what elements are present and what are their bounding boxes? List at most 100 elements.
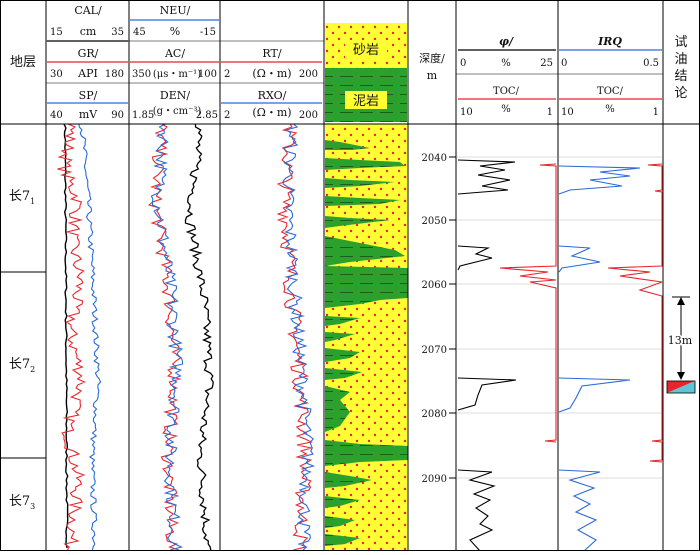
zone-chang7-3: 长73 xyxy=(9,494,35,511)
ac-min: 350 xyxy=(132,69,151,80)
depth-tick-label: 2060 xyxy=(422,280,447,291)
mudstone-interval xyxy=(325,216,390,228)
phi-unit: % xyxy=(501,58,511,69)
mudstone-interval xyxy=(325,158,405,170)
track3-header: RT/ 2 (Ω・m) 200 RXO/ 2 (Ω・m) 200 xyxy=(221,47,322,121)
toc-curve-phi-track xyxy=(499,163,557,443)
mudstone-interval xyxy=(325,440,408,466)
mudstone-interval xyxy=(325,496,360,508)
depth-tick-label: 2070 xyxy=(422,345,447,356)
toc2-curve-label: TOC/ xyxy=(597,86,624,97)
arrow-up-icon xyxy=(677,297,685,305)
stratum-header: 地层 xyxy=(10,55,36,70)
sp-curve-label: SP/ xyxy=(79,89,98,102)
ac-curve-label: AC/ xyxy=(164,47,185,60)
toc-curve-irq-track xyxy=(607,163,663,463)
rt-curve xyxy=(276,124,313,551)
cal-curve-label: CAL/ xyxy=(74,4,102,17)
depth-tick-label: 2040 xyxy=(422,153,447,164)
rxo-min: 2 xyxy=(224,110,230,121)
cal-min: 15 xyxy=(50,27,63,38)
irq-curve-label: IRQ xyxy=(597,35,622,48)
mudstone-interval xyxy=(325,332,355,342)
rt-unit: (Ω・m) xyxy=(252,67,291,80)
depth-tick-label: 2050 xyxy=(422,216,447,227)
arrow-down-icon xyxy=(677,372,685,380)
depth-tick-label: 2090 xyxy=(422,474,447,485)
toc1-curve-label: TOC/ xyxy=(493,86,520,97)
water-layer-marker-icon xyxy=(667,381,695,393)
mudstone-legend-label: 泥岩 xyxy=(353,94,379,109)
toc1-unit: % xyxy=(501,104,511,115)
zone-chang7-2: 长72 xyxy=(9,357,35,374)
mudstone-interval xyxy=(325,348,360,362)
zone-chang7-1: 长71 xyxy=(9,189,35,206)
toc2-max: 1 xyxy=(653,107,659,118)
rt-max: 200 xyxy=(299,69,318,80)
rxo-unit: (Ω・m) xyxy=(252,106,291,119)
test-conclusion-header: 试 油 结 论 xyxy=(674,35,687,101)
phi-max: 25 xyxy=(540,58,553,69)
sp-unit: mV xyxy=(79,108,98,121)
neu-curve xyxy=(150,124,184,551)
irq-max: 0.5 xyxy=(643,58,659,69)
mudstone-interval xyxy=(325,472,372,488)
mudstone-interval xyxy=(325,140,370,150)
toc1-min: 10 xyxy=(460,107,473,118)
depth-unit: m xyxy=(427,69,438,82)
mudstone-interval xyxy=(325,236,405,266)
lithology-column xyxy=(325,124,408,551)
rxo-max: 200 xyxy=(299,110,318,121)
rt-min: 2 xyxy=(224,69,230,80)
cal-unit: cm xyxy=(80,25,97,38)
mudstone-interval xyxy=(325,196,400,206)
phi-curve-bottom xyxy=(457,469,496,551)
depth-tick-label: 2080 xyxy=(422,409,447,420)
mudstone-interval xyxy=(325,386,350,432)
irq-min: 0 xyxy=(561,58,567,69)
den-unit: (g・cm⁻³) xyxy=(153,106,202,117)
mudstone-interval xyxy=(325,266,408,308)
log-curves xyxy=(57,124,663,551)
lithology-mudstone-shapes xyxy=(325,140,408,546)
ac-unit: (μs・m⁻¹) xyxy=(153,69,201,80)
den-max: 2.85 xyxy=(196,110,218,121)
toc2-min: 10 xyxy=(561,107,574,118)
irq-curve-lower xyxy=(558,377,631,413)
test-header-char-4: 论 xyxy=(674,86,687,101)
test-interval: 13m xyxy=(666,296,696,394)
mudstone-interval xyxy=(325,316,360,326)
header: 地层 CAL/ 15 cm 35 GR/ 30 API 180 SP/ 40 m… xyxy=(10,4,688,122)
test-interval-length: 13m xyxy=(668,334,693,347)
mudstone-interval xyxy=(325,534,360,546)
test-header-char-1: 试 xyxy=(674,35,687,50)
gr-min: 30 xyxy=(50,69,63,80)
lithology-legend: 砂岩 泥岩 xyxy=(325,23,407,122)
track2-header: NEU/ 45 % -15 AC/ 350 (μs・m⁻¹) 100 DEN/ … xyxy=(130,4,219,121)
sp-max: 90 xyxy=(111,110,124,121)
mudstone-interval xyxy=(325,368,362,380)
phi-curve-upper xyxy=(457,159,516,195)
cal-curve xyxy=(63,124,69,549)
rxo-curve-label: RXO/ xyxy=(258,89,287,102)
test-header-char-3: 结 xyxy=(674,69,687,84)
neu-max: -15 xyxy=(200,27,216,38)
depth-column: 2040 2050 2060 2070 2080 2090 xyxy=(422,153,662,485)
sandstone-legend-label: 砂岩 xyxy=(353,43,379,58)
gr-curve xyxy=(57,124,86,551)
rxo-curve xyxy=(282,124,316,551)
irq-curve-bottom xyxy=(558,469,601,551)
rt-curve-label: RT/ xyxy=(262,47,281,60)
track1-header: CAL/ 15 cm 35 GR/ 30 API 180 SP/ 40 mV 9… xyxy=(47,4,128,121)
ac-curve xyxy=(147,124,182,551)
depth-header: 深度/ xyxy=(419,51,445,65)
ac-max: 100 xyxy=(198,69,217,80)
den-min: 1.85 xyxy=(132,110,154,121)
irq-track-header: IRQ 0 0.5 TOC/ 10 % 1 xyxy=(559,35,662,118)
sp-curve xyxy=(78,124,102,551)
gr-unit: API xyxy=(77,67,98,80)
cal-max: 35 xyxy=(111,27,124,38)
